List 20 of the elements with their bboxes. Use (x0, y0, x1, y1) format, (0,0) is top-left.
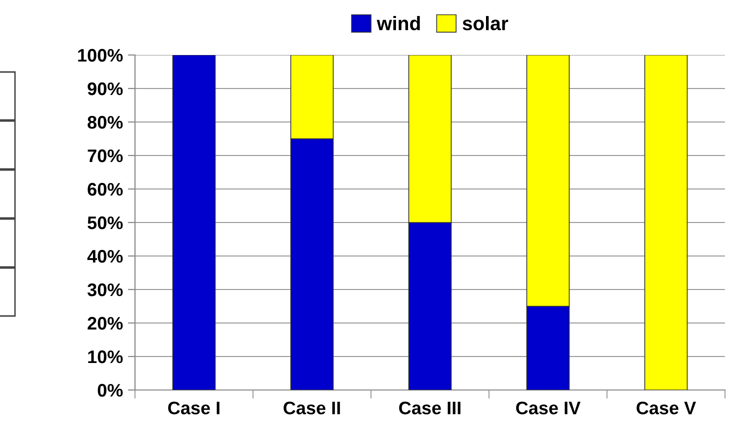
y-tick-label: 0% (98, 384, 123, 397)
legend-label: wind (376, 16, 420, 30)
x-tick-label: Case IV (516, 402, 580, 414)
x-tick-label: Case I (168, 402, 220, 414)
y-tick-label: 40% (87, 250, 123, 263)
x-tick-label: Case III (399, 402, 460, 414)
y-tick-label: 70% (88, 149, 123, 162)
y-tick-label: 20% (88, 316, 123, 330)
y-tick-label: 10% (88, 350, 123, 364)
x-tick-label: Case II (284, 402, 340, 414)
y-tick-label: 60% (88, 182, 123, 196)
y-tick-label: 90% (88, 82, 123, 96)
y-tick-label: 80% (88, 116, 123, 129)
y-tick-label: 30% (87, 283, 123, 296)
bar (172, 55, 216, 390)
legend-label: solar (462, 16, 508, 30)
bar (644, 55, 688, 390)
x-tick-label: Case V (636, 402, 696, 414)
y-tick-label: 100% (78, 48, 123, 62)
y-tick-label: 50% (88, 216, 123, 230)
